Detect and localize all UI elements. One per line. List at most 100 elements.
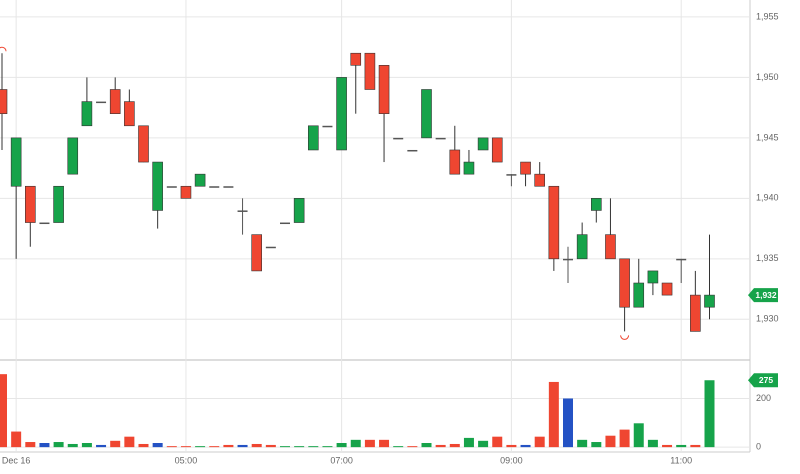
last-price-label: 1,932 xyxy=(755,290,777,300)
volume-bar xyxy=(662,444,673,448)
candle-body xyxy=(280,222,290,225)
candle-body xyxy=(0,89,8,114)
low-marker xyxy=(620,335,630,340)
last-volume-badge xyxy=(748,373,778,388)
candle-body xyxy=(223,186,234,188)
x-tick-label: 07:00 xyxy=(330,455,353,465)
volume-bar xyxy=(209,446,220,448)
candle-body xyxy=(619,258,630,308)
volume-bar xyxy=(237,444,248,448)
candle-body xyxy=(491,137,503,163)
volume-bar xyxy=(280,446,290,448)
volume-bar xyxy=(520,444,531,448)
candle-body xyxy=(534,173,546,187)
volume-bar xyxy=(294,446,305,448)
volume-bar xyxy=(180,446,191,448)
candle-body xyxy=(251,234,262,272)
x-tick-label: 05:00 xyxy=(175,455,198,465)
volume-bar xyxy=(124,436,135,448)
candle-body xyxy=(322,125,333,128)
volume-bar xyxy=(478,440,489,448)
candle-body xyxy=(152,161,163,211)
candle-body xyxy=(24,185,36,223)
candle-body xyxy=(605,234,616,260)
volume-bar xyxy=(67,443,78,448)
volume-bar xyxy=(152,443,163,448)
candle-body xyxy=(435,137,446,140)
volume-bar xyxy=(322,446,333,448)
candle-body xyxy=(520,161,531,175)
candle-body xyxy=(590,198,602,211)
candle-body xyxy=(407,149,418,152)
candle-body xyxy=(676,258,687,261)
volume-bar xyxy=(96,444,107,448)
candle-body xyxy=(336,77,347,151)
volume-bar xyxy=(449,443,460,448)
volume-bar xyxy=(25,442,36,448)
candle-body xyxy=(563,258,573,261)
candle-body xyxy=(265,246,276,249)
volume-tick-label: 200 xyxy=(756,393,771,403)
volume-bar xyxy=(265,444,276,448)
volume-bar xyxy=(350,439,361,448)
volume-bar xyxy=(619,429,630,448)
candle-body xyxy=(449,149,461,175)
x-tick-label: Dec 16 xyxy=(2,455,31,465)
volume-bar xyxy=(421,443,432,448)
candle-body xyxy=(166,186,177,188)
candle-body xyxy=(393,137,404,140)
y-tick-label: 1,945 xyxy=(756,132,779,142)
candle-body xyxy=(180,185,192,199)
candle-body xyxy=(647,270,659,284)
candle-body xyxy=(704,294,715,308)
last-volume-label: 275 xyxy=(759,375,773,385)
candle-body xyxy=(138,125,149,163)
candle-body xyxy=(124,101,135,127)
candle-body xyxy=(506,174,517,176)
volume-bar xyxy=(563,398,573,448)
volume-bar xyxy=(534,436,545,448)
candle-body xyxy=(633,282,645,308)
volume-bar xyxy=(11,431,22,448)
candle-body xyxy=(209,186,220,188)
volume-bar xyxy=(53,442,64,448)
volume-bar xyxy=(223,444,234,448)
y-tick-label: 1,940 xyxy=(756,193,779,203)
candle-body xyxy=(39,222,50,225)
candle-body xyxy=(477,137,489,151)
volume-bar xyxy=(138,443,149,448)
high-marker xyxy=(0,46,7,52)
candle-body xyxy=(421,89,432,139)
volume-bar xyxy=(647,439,658,448)
candle-body xyxy=(576,234,588,260)
volume-bar xyxy=(435,444,446,448)
volume-bar xyxy=(704,380,715,448)
candle-body xyxy=(690,294,701,332)
candle-body xyxy=(350,52,362,66)
candle-body xyxy=(378,65,390,114)
candle-body xyxy=(237,210,248,212)
candle-body xyxy=(364,52,376,90)
volume-bar xyxy=(110,440,121,448)
volume-bar xyxy=(548,381,559,448)
volume-bar xyxy=(690,444,701,448)
y-tick-label: 1,950 xyxy=(756,72,779,82)
candle-body xyxy=(293,198,305,223)
candle-body xyxy=(194,173,206,187)
y-tick-label: 1,955 xyxy=(756,11,779,21)
candle-body xyxy=(10,137,22,187)
last-price-badge xyxy=(748,288,778,303)
volume-bar xyxy=(393,446,404,448)
x-tick-label: 09:00 xyxy=(500,455,523,465)
y-tick-label: 1,935 xyxy=(756,253,779,263)
volume-bar xyxy=(166,446,177,448)
volume-bar xyxy=(676,444,687,448)
candle-body xyxy=(548,185,560,260)
volume-bar xyxy=(463,437,474,448)
volume-bar xyxy=(591,442,602,448)
candle-body xyxy=(81,101,93,127)
volume-bar xyxy=(379,439,390,448)
volume-bar xyxy=(633,423,644,448)
volume-bar xyxy=(81,443,92,448)
